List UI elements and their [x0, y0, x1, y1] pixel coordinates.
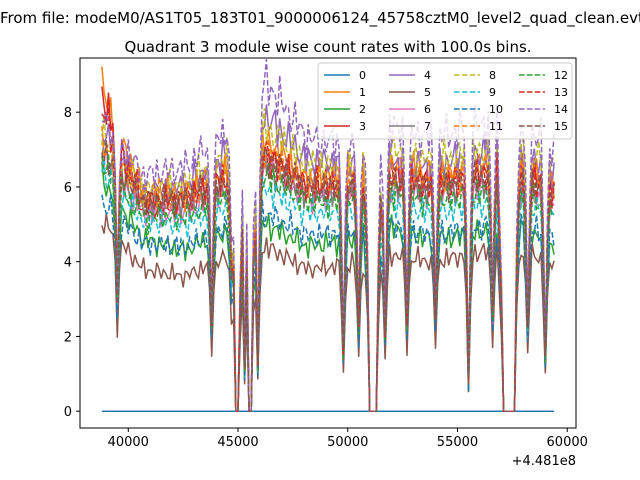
legend-label: 14	[554, 103, 568, 116]
legend-label: 7	[424, 120, 431, 133]
legend-label: 4	[424, 69, 431, 82]
legend-item: 11	[454, 120, 503, 133]
series-line-10	[101, 194, 555, 412]
y-tick-label: 2	[64, 330, 72, 345]
figure-suptitle: From file: modeM0/AS1T05_183T01_90000061…	[0, 9, 640, 27]
series-line-1	[101, 66, 555, 412]
legend-label: 6	[424, 103, 431, 116]
x-tick-label: 40000	[108, 435, 149, 450]
y-axis: 0 2 4 6 8	[64, 106, 80, 420]
legend-label: 0	[359, 69, 366, 82]
series-line-4	[101, 104, 555, 412]
x-tick-label: 60000	[547, 435, 588, 450]
x-axis: 40000 45000 50000 55000 60000	[108, 428, 588, 450]
legend-label: 5	[424, 86, 431, 99]
series-line-2	[101, 161, 555, 412]
legend-label: 10	[489, 103, 503, 116]
y-tick-label: 8	[64, 106, 72, 121]
series-line-8	[101, 108, 555, 412]
y-tick-label: 6	[64, 181, 72, 196]
series-line-15	[101, 140, 555, 412]
legend-label: 1	[359, 86, 366, 99]
legend-item: 1	[324, 86, 366, 99]
y-tick-label: 0	[64, 405, 72, 420]
legend-label: 11	[489, 120, 503, 133]
series-line-11	[101, 126, 555, 412]
legend-label: 2	[359, 103, 366, 116]
legend-label: 15	[554, 120, 568, 133]
series-line-13	[101, 107, 555, 412]
legend-item: 2	[324, 103, 366, 116]
x-tick-label: 55000	[437, 435, 478, 450]
x-tick-label: 50000	[327, 435, 368, 450]
legend-item: 13	[519, 86, 568, 99]
x-tick-label: 45000	[217, 435, 258, 450]
legend-label: 8	[489, 69, 496, 82]
y-tick-label: 4	[64, 256, 72, 271]
legend-item: 0	[324, 69, 366, 82]
chart-title: Quadrant 3 module wise count rates with …	[124, 38, 531, 56]
x-axis-offset-label: +4.481e8	[512, 454, 576, 469]
legend-item: 9	[454, 86, 496, 99]
legend-item: 12	[519, 69, 568, 82]
legend-item: 4	[389, 69, 431, 82]
legend-label: 12	[554, 69, 568, 82]
legend-item: 14	[519, 103, 568, 116]
legend-label: 9	[489, 86, 496, 99]
legend-label: 13	[554, 86, 568, 99]
legend-label: 3	[359, 120, 366, 133]
axes-frame	[79, 57, 577, 429]
legend-item: 7	[389, 120, 431, 133]
legend-item: 10	[454, 103, 503, 116]
legend-item: 5	[389, 86, 431, 99]
legend-box	[317, 62, 573, 140]
legend-item: 3	[324, 120, 366, 133]
series-line-5	[101, 213, 555, 412]
legend-item: 6	[389, 103, 431, 116]
legend-item: 8	[454, 69, 496, 82]
legend-item: 15	[519, 120, 568, 133]
